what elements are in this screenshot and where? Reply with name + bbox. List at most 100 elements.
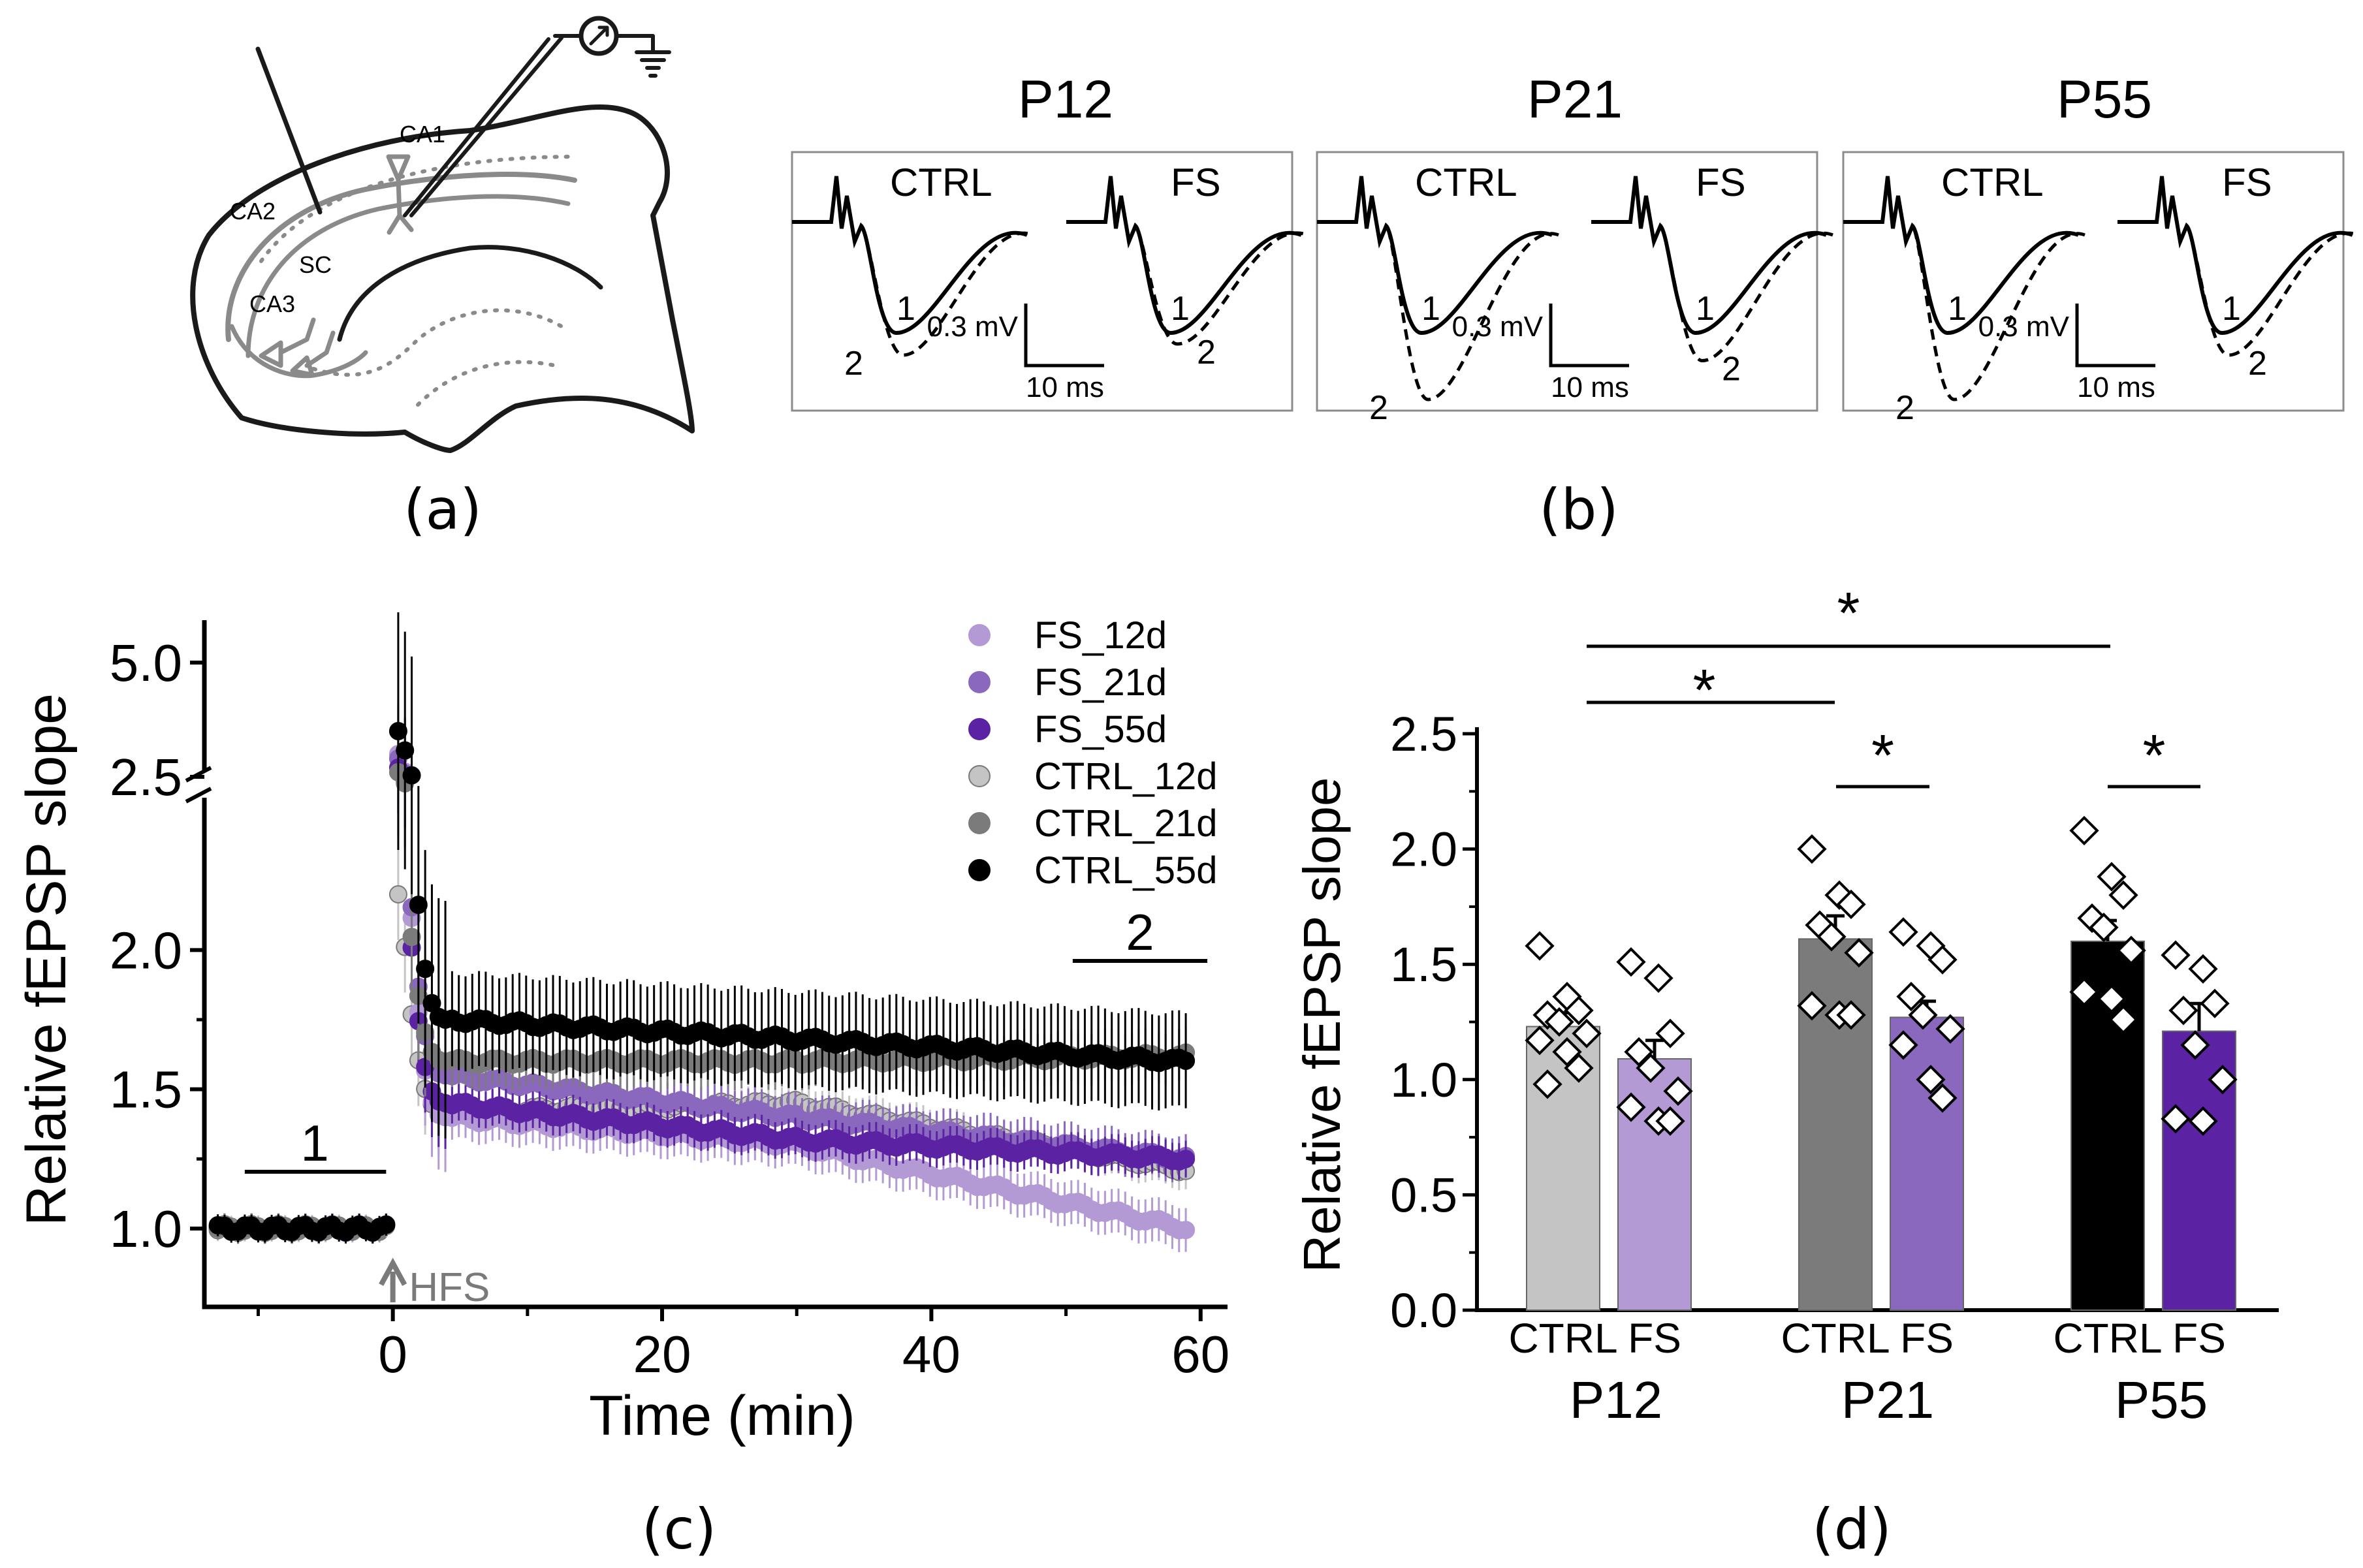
fs-trace-post-ltp — [1591, 176, 1833, 363]
panel-c-axes: 1.0 1.5 2.0 2.5 5.0 0 20 40 60 — [110, 620, 1229, 1383]
bar-p21-fs: FS — [1888, 917, 1965, 1362]
panel-d-axes: 0.0 0.5 1.0 1.5 2.0 2.5 — [1390, 707, 2279, 1338]
data-point — [2200, 988, 2230, 1018]
legend-label: CTRL_21d — [1034, 802, 1217, 845]
ctrl-trace-2-marker: 2 — [1369, 389, 1388, 427]
ctrl-trace-post-ltp — [1843, 176, 2085, 401]
x-tick-label: 60 — [1171, 1325, 1229, 1383]
amplifier-lead — [553, 34, 671, 78]
data-point — [1844, 937, 1874, 968]
legend-marker — [968, 812, 991, 834]
condition-label: CTRL — [2053, 1315, 2162, 1362]
y-tick-label: 0.0 — [1390, 1283, 1457, 1338]
data-point — [377, 1215, 396, 1234]
group-label: P21 — [1841, 1371, 1934, 1429]
bar-p12-ctrl: CTRL — [1508, 931, 1618, 1362]
data-point — [1797, 834, 1827, 864]
data-point — [1643, 963, 1673, 994]
hfs-arrow — [379, 1257, 407, 1302]
x-tick-label: 0 — [378, 1325, 407, 1383]
legend-label: FS_12d — [1034, 614, 1167, 657]
condition-label: FS — [1628, 1315, 1681, 1362]
data-point — [2069, 815, 2099, 845]
period-2-label: 2 — [1126, 903, 1154, 961]
panel-c-y-axis-title: Relative fEPSP slope — [15, 693, 78, 1226]
age-title: P12 — [1018, 70, 1113, 129]
ctrl-trace-baseline — [792, 176, 1028, 336]
data-point — [1836, 889, 1866, 919]
data-point — [2097, 862, 2127, 892]
dentate-curve — [337, 245, 603, 342]
fs-trace-post-ltp — [2117, 176, 2360, 357]
data-point — [416, 960, 435, 979]
ca3-neuron-1 — [259, 317, 316, 368]
bar-rect — [1890, 1016, 1964, 1311]
group-label: P55 — [2115, 1371, 2208, 1429]
scale-time-label: 10 ms — [1026, 371, 1104, 403]
panel-c-series — [208, 612, 1196, 1253]
fs-trace-2-marker: 2 — [1722, 351, 1741, 388]
data-point — [1177, 1150, 1196, 1168]
data-point — [2188, 1106, 2218, 1137]
fs-trace-label: FS — [1696, 161, 1746, 204]
data-point — [2161, 940, 2191, 970]
group-label: P12 — [1570, 1371, 1662, 1429]
data-point — [1564, 1053, 1594, 1083]
recording-electrode — [403, 36, 563, 217]
panel-a-label: (a) — [404, 477, 482, 542]
error-bar — [1645, 1039, 1664, 1059]
y-tick-label: 1.0 — [110, 1200, 182, 1258]
data-point — [1564, 996, 1594, 1026]
region-label-ca3: CA3 — [249, 290, 295, 317]
condition-label: CTRL — [1508, 1315, 1617, 1362]
age-title: P55 — [2057, 70, 2152, 129]
data-point — [2180, 1030, 2210, 1060]
ctrl-trace-post-ltp — [1317, 176, 1559, 401]
data-point — [1624, 1037, 1654, 1067]
panel-a-schematic: CA1 CA2 CA3 SC (a) — [190, 16, 695, 542]
data-point — [2188, 954, 2218, 984]
fs-trace-label: FS — [2222, 161, 2272, 204]
data-point — [1616, 1092, 1646, 1122]
condition-label: FS — [1900, 1315, 1954, 1362]
legend-marker — [968, 859, 991, 881]
data-point — [396, 741, 415, 760]
data-point — [1927, 1083, 1958, 1113]
stratum-band — [246, 194, 571, 358]
legend-label: FS_21d — [1034, 661, 1167, 704]
data-point — [2208, 1065, 2238, 1095]
fs-trace-2-marker: 2 — [1197, 334, 1216, 371]
data-point — [1663, 1076, 1693, 1106]
ctrl-trace-2-marker: 2 — [844, 345, 863, 383]
scale-bar — [2075, 304, 2155, 368]
data-point — [402, 766, 421, 785]
bar-p55-ctrl: CTRL — [2053, 815, 2163, 1362]
data-point — [1836, 1000, 1866, 1030]
panel-c-axis-lines — [202, 620, 1228, 1309]
scale-bar — [1549, 304, 1629, 368]
data-point — [1927, 945, 1958, 975]
legend-label: CTRL_12d — [1034, 755, 1217, 798]
data-point — [1552, 1037, 1582, 1067]
data-point — [2161, 1104, 2191, 1134]
fs-trace-baseline — [2117, 176, 2354, 336]
pyramidal-layer — [225, 172, 577, 342]
trace-frame — [791, 151, 1293, 412]
data-point — [1916, 1065, 1946, 1095]
significance-star: * — [2142, 723, 2165, 789]
scale-voltage-label: 0.3 mV — [1978, 311, 2070, 343]
y-tick-label: 2.0 — [1390, 823, 1457, 877]
data-point — [2069, 977, 2099, 1007]
data-point — [402, 928, 421, 947]
panel-b-label: (b) — [1539, 477, 1619, 542]
data-point — [1935, 1014, 1965, 1044]
ctrl-trace-1-marker: 1 — [896, 290, 915, 328]
panel-c-chart: 1.0 1.5 2.0 2.5 5.0 0 20 40 60 FS_12dFS_21dFS_55… — [15, 612, 1229, 1562]
ctrl-trace-1-marker: 1 — [1948, 290, 1967, 328]
data-point — [1177, 1221, 1196, 1240]
fs-trace-1-marker: 1 — [1171, 290, 1190, 328]
data-point — [1616, 947, 1646, 977]
ctrl-trace-label: CTRL — [1415, 161, 1517, 204]
